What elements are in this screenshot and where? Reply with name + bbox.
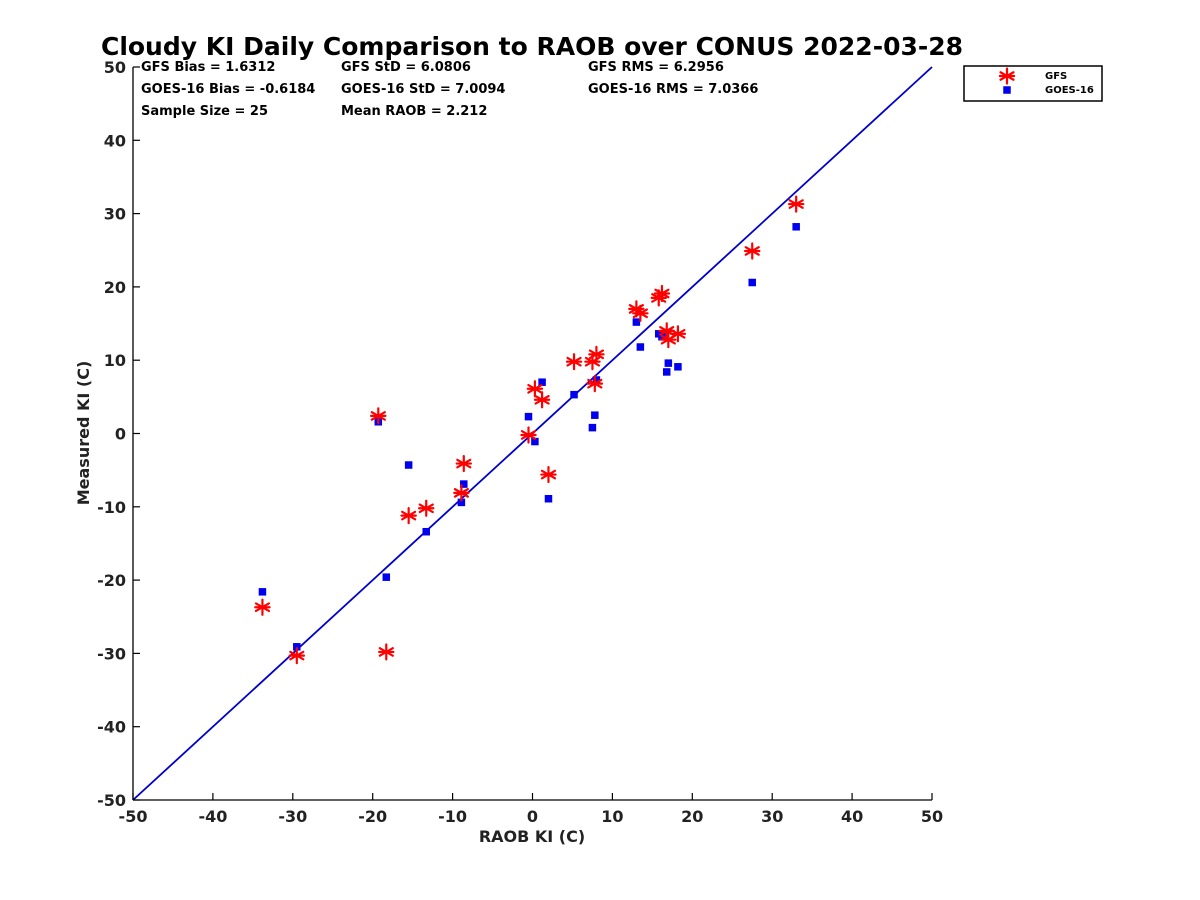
- y-tick-label: -20: [97, 571, 126, 590]
- stat-mean-raob: Mean RAOB = 2.212: [341, 104, 487, 119]
- gfs-point: [653, 284, 671, 303]
- y-tick-label: -40: [97, 718, 126, 737]
- legend-gfs-marker: [998, 67, 1016, 85]
- goes16-point: [382, 573, 391, 581]
- stat-sample-size: Sample Size = 25: [141, 104, 268, 119]
- gfs-point: [400, 506, 417, 525]
- y-tick-label: -50: [97, 791, 126, 810]
- goes16-point: [636, 343, 645, 351]
- stat-gfs-std: GFS StD = 6.0806: [341, 60, 471, 75]
- gfs-point: [526, 380, 544, 398]
- goes16-point: [674, 363, 682, 371]
- gfs-point: [669, 325, 687, 343]
- series-gfs: [254, 195, 805, 665]
- y-tick-label: 10: [104, 351, 126, 370]
- gfs-point: [370, 407, 387, 425]
- x-tick-label: 30: [761, 807, 783, 826]
- goes16-point: [460, 480, 468, 488]
- x-ticks: -50 -40 -30 -20 -10 0 10 20 30 40 50: [119, 793, 943, 826]
- goes16-point: [544, 494, 553, 503]
- goes16-point: [591, 411, 599, 419]
- x-tick-label: -40: [198, 807, 227, 826]
- stat-goes-std: GOES-16 StD = 7.0094: [341, 82, 505, 97]
- axes: -50 -40 -30 -20 -10 0 10 20 30 40 50 -50-40-30-20-…: [97, 58, 943, 826]
- legend-goes-marker: [1003, 86, 1011, 94]
- stat-goes-rms: GOES-16 RMS = 7.0366: [588, 82, 758, 97]
- goes16-point: [538, 378, 546, 386]
- gfs-point: [743, 242, 761, 260]
- gfs-point: [288, 646, 306, 665]
- x-tick-label: -50: [119, 807, 148, 826]
- stats-annotations: GFS Bias = 1.6312 GFS StD = 6.0806 GFS R…: [141, 60, 758, 119]
- legend-goes-label: GOES-16: [1045, 85, 1094, 96]
- y-tick-label: -30: [97, 644, 126, 663]
- y-tick-label: 20: [104, 278, 126, 297]
- legend-box: [963, 65, 1103, 102]
- x-tick-label: 20: [681, 807, 703, 826]
- goes16-point: [422, 527, 430, 536]
- gfs-point: [418, 499, 435, 517]
- series-layer: [254, 195, 805, 665]
- gfs-point: [540, 465, 557, 484]
- gfs-point: [632, 304, 649, 322]
- y-tick-label: 0: [115, 425, 126, 444]
- goes16-point: [592, 376, 601, 384]
- goes16-point: [293, 643, 301, 651]
- x-tick-label: -10: [438, 807, 467, 826]
- gfs-point: [787, 195, 805, 213]
- goes16-point: [588, 423, 597, 432]
- plot-area: [132, 66, 933, 801]
- x-tick-label: 50: [921, 807, 943, 826]
- stat-gfs-rms: GFS RMS = 6.2956: [588, 60, 724, 75]
- goes16-point: [258, 588, 267, 596]
- stat-gfs-bias: GFS Bias = 1.6312: [141, 60, 275, 75]
- x-axis-label: RAOB KI (C): [479, 827, 585, 846]
- y-tick-label: 30: [104, 205, 126, 224]
- y-tick-label: 50: [104, 58, 126, 77]
- gfs-point: [565, 353, 583, 371]
- x-tick-label: 40: [841, 807, 863, 826]
- x-tick-label: 0: [527, 807, 538, 826]
- goes16-point: [404, 461, 413, 469]
- x-tick-label: -30: [278, 807, 307, 826]
- legend-goes-square: [1003, 86, 1011, 94]
- y-tick-label: -10: [97, 498, 126, 517]
- goes16-point: [632, 318, 641, 326]
- gfs-point: [455, 454, 473, 473]
- chart-title: Cloudy KI Daily Comparison to RAOB over …: [101, 32, 963, 61]
- gfs-point: [520, 426, 537, 444]
- stat-goes-bias: GOES-16 Bias = -0.6184: [141, 82, 315, 97]
- legend-gfs-label: GFS: [1045, 71, 1067, 82]
- gfs-point: [254, 598, 271, 616]
- gfs-point: [588, 345, 605, 363]
- x-tick-label: -20: [358, 807, 387, 826]
- goes16-point: [531, 437, 539, 446]
- goes16-point: [457, 498, 466, 507]
- gfs-point: [533, 391, 551, 409]
- series-goes-16: [258, 223, 800, 651]
- gfs-point: [378, 643, 395, 661]
- goes16-point: [664, 359, 673, 367]
- gfs-point: [586, 375, 604, 393]
- legend: GFS GOES-16: [963, 65, 1103, 102]
- goes16-point: [524, 412, 533, 421]
- goes16-point: [748, 278, 756, 287]
- goes16-point: [570, 390, 578, 399]
- gfs-point: [453, 484, 470, 502]
- goes16-point: [662, 368, 671, 376]
- y-tick-label: 40: [104, 131, 126, 150]
- x-tick-label: 10: [601, 807, 623, 826]
- y-ticks: -50 -40 -30 -20 -10 0 10 20 30 40 50: [97, 58, 140, 810]
- y-axis-label: Measured KI (C): [74, 361, 93, 506]
- goes16-point: [792, 223, 800, 231]
- legend-gfs-asterisk: [998, 67, 1016, 85]
